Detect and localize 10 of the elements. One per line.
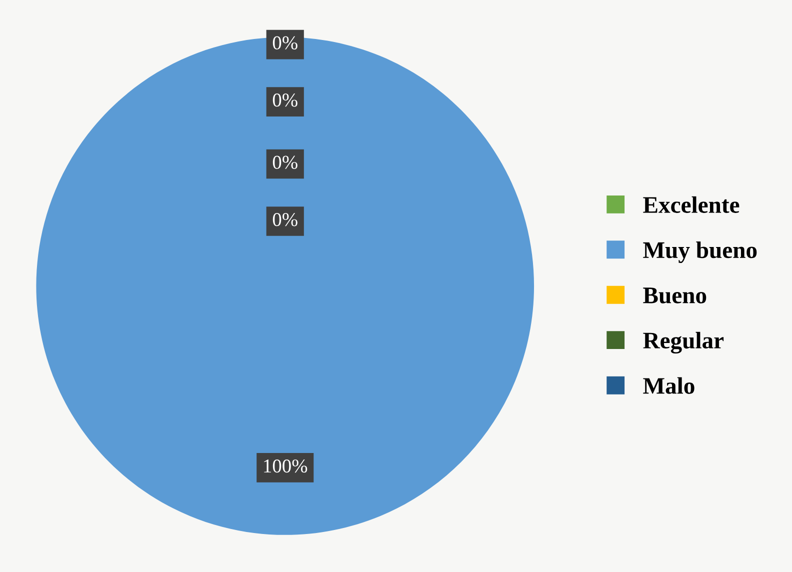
text: 0% [272, 94, 298, 107]
data-label: 100% [264, 459, 308, 473]
text: 0% [272, 213, 298, 226]
legend-label: Bueno [643, 288, 706, 304]
text: 0% [272, 36, 298, 50]
text: 0% [272, 156, 298, 169]
legend-label: Regular [643, 332, 724, 354]
legend-label: Muy bueno [643, 242, 757, 263]
legend-label: Malo [643, 377, 694, 394]
legend-label: Excelente [643, 196, 740, 213]
